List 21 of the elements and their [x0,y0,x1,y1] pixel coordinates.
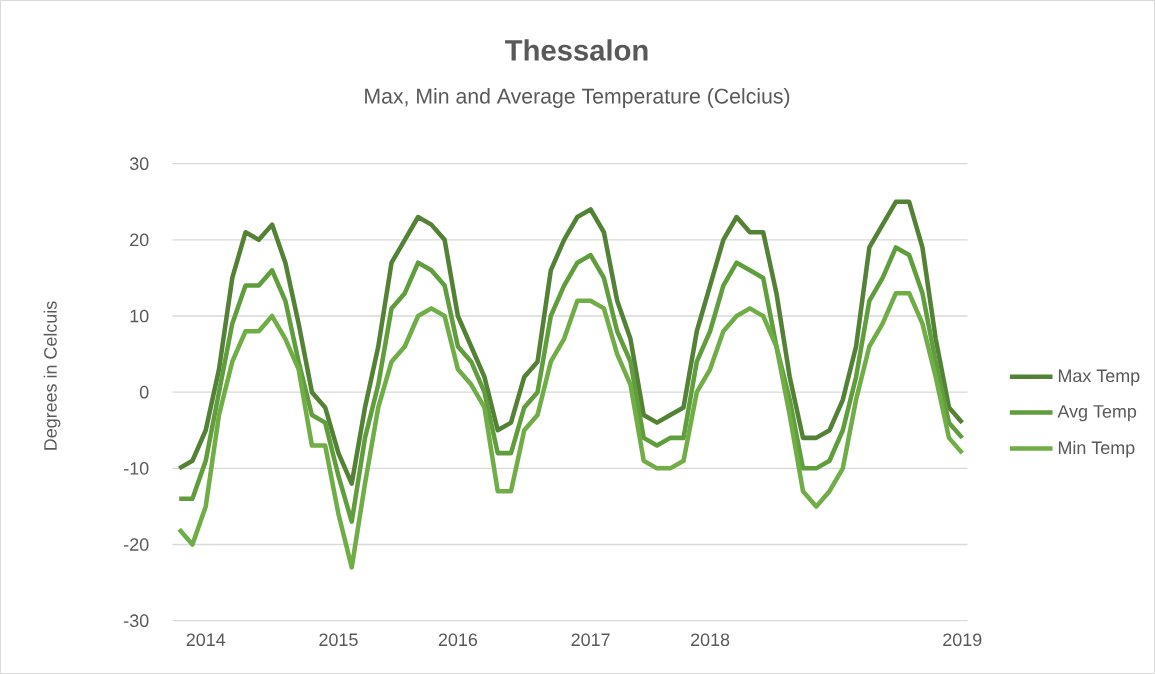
y-tick-label: 10 [130,309,149,323]
legend-label: Avg Temp [1057,405,1137,422]
chart-subtitle: Max, Min and Average Temperature (Celcius) [365,88,790,108]
y-tick-label: 0 [139,385,149,399]
line-series [176,245,965,524]
y-tick-label: -10 [124,462,149,475]
legend-label: Min Temp [1058,440,1135,458]
x-tick-label: 2019 [943,633,982,647]
line-series [176,290,965,570]
y-axis-title: Degrees in Celcuis [43,301,61,450]
x-tick-label: 2017 [571,633,610,647]
chart-title: Thessalon [505,39,648,61]
legend-label: Max Temp [1058,369,1140,386]
y-tick-label: 20 [130,233,149,247]
x-tick-label: 2014 [186,633,226,647]
y-tick-label: 30 [129,157,149,171]
x-tick-label: 2018 [691,633,730,647]
x-tick-label: 2016 [438,633,478,647]
y-tick-label: -30 [124,614,149,628]
x-tick-label: 2015 [319,633,358,647]
y-tick-label: -20 [124,538,149,551]
